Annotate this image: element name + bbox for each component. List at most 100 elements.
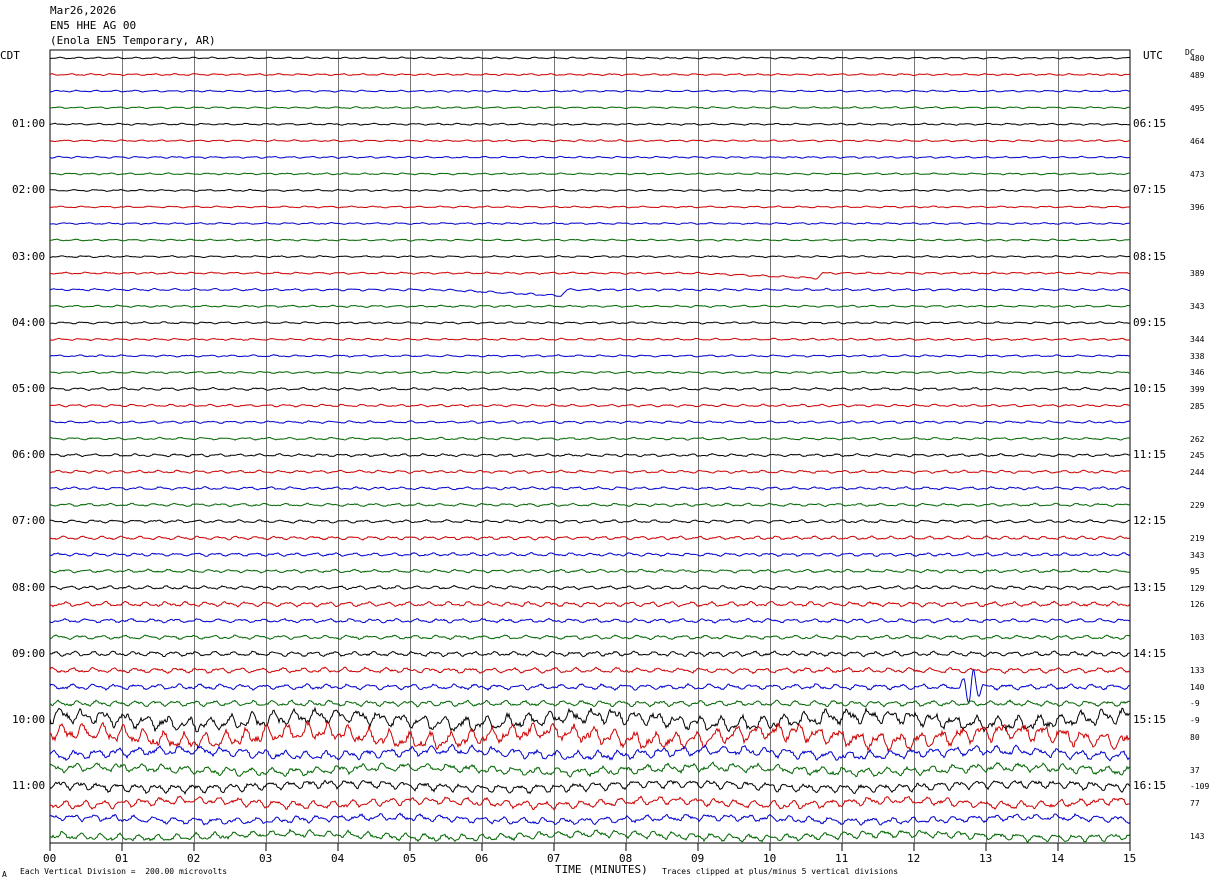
dc-offset-value: 244 bbox=[1190, 467, 1205, 477]
dc-offset-value: 480 bbox=[1190, 54, 1205, 63]
seismic-trace bbox=[49, 354, 1131, 358]
seismic-trace bbox=[49, 666, 1130, 675]
dc-offset-value: 473 bbox=[1190, 169, 1205, 179]
dc-offset-value: 396 bbox=[1190, 202, 1205, 212]
seismic-trace bbox=[49, 812, 1131, 826]
dc-offset-value: 95 bbox=[1190, 567, 1200, 577]
dc-offset-value: 77 bbox=[1190, 798, 1200, 808]
seismic-trace bbox=[49, 584, 1130, 591]
dc-offset-value: 338 bbox=[1190, 351, 1205, 361]
dc-offset-value: 80 bbox=[1190, 732, 1200, 742]
seismic-trace bbox=[49, 650, 1131, 658]
right-hour-label: 09:15 bbox=[1133, 315, 1167, 329]
seismic-trace bbox=[49, 337, 1131, 342]
dc-offset-value: 489 bbox=[1190, 70, 1205, 80]
left-hour-label: 04:00 bbox=[12, 315, 46, 329]
seismic-trace bbox=[49, 420, 1131, 425]
seismic-trace bbox=[49, 706, 1131, 733]
dc-offset-value: 343 bbox=[1190, 550, 1205, 560]
seismic-trace bbox=[49, 304, 1130, 308]
seismic-trace bbox=[49, 188, 1131, 193]
x-tick-label: 10 bbox=[763, 852, 777, 865]
seismic-trace bbox=[49, 699, 1131, 708]
seismic-trace bbox=[49, 779, 1131, 795]
x-tick-label: 01 bbox=[115, 852, 129, 865]
x-tick-label: 07 bbox=[547, 852, 561, 865]
seismic-trace bbox=[49, 56, 1131, 60]
seismic-trace bbox=[50, 321, 1131, 325]
x-tick-label: 02 bbox=[187, 852, 201, 865]
dc-offset-value: 37 bbox=[1190, 765, 1200, 775]
scale-note: Each Vertical Division = 200.00 microvol… bbox=[20, 867, 228, 876]
left-hour-label: 10:00 bbox=[12, 713, 46, 726]
dc-offset-value: 129 bbox=[1190, 583, 1205, 593]
right-hour-label: 16:15 bbox=[1133, 779, 1167, 793]
dc-offset-value: 126 bbox=[1190, 600, 1205, 610]
dc-offset-value: 389 bbox=[1190, 269, 1205, 279]
seismic-trace bbox=[49, 600, 1131, 608]
left-hour-label: 03:00 bbox=[12, 249, 46, 263]
seismic-trace bbox=[49, 155, 1130, 159]
seismic-trace bbox=[49, 669, 1130, 704]
plot-date: Mar26,2026 bbox=[50, 4, 117, 17]
dc-offset-value: 343 bbox=[1190, 302, 1205, 312]
x-tick-label: 13 bbox=[979, 852, 993, 865]
x-tick-label: 00 bbox=[43, 852, 57, 865]
dc-offset-value: -9 bbox=[1190, 699, 1200, 709]
right-hour-label: 14:15 bbox=[1133, 646, 1167, 660]
seismic-trace bbox=[49, 535, 1131, 541]
clip-note: Traces clipped at plus/minus 5 vertical … bbox=[662, 867, 899, 876]
x-tick-label: 03 bbox=[259, 852, 273, 865]
seismic-trace bbox=[49, 519, 1131, 524]
dc-offset-value: 143 bbox=[1190, 831, 1205, 841]
right-hour-label: 08:15 bbox=[1133, 249, 1167, 263]
seismic-trace bbox=[49, 568, 1131, 574]
x-tick-label: 08 bbox=[619, 852, 633, 865]
x-tick-label: 11 bbox=[835, 852, 849, 865]
dc-offset-value: 229 bbox=[1190, 500, 1205, 510]
seismic-trace bbox=[49, 469, 1131, 474]
x-tick-label: 15 bbox=[1123, 852, 1137, 865]
dc-offset-value: 399 bbox=[1190, 385, 1205, 394]
dc-offset-value: 464 bbox=[1190, 136, 1205, 146]
x-tick-label: 06 bbox=[475, 852, 489, 865]
x-axis-title: TIME (MINUTES) bbox=[555, 863, 648, 876]
seismic-trace bbox=[49, 139, 1131, 143]
seismic-trace bbox=[49, 828, 1131, 843]
dc-offset-value: 245 bbox=[1190, 451, 1205, 461]
seismic-trace bbox=[50, 386, 1130, 392]
seismic-trace bbox=[50, 89, 1130, 93]
seismic-trace bbox=[49, 453, 1131, 458]
station-location: (Enola EN5 Temporary, AR) bbox=[50, 34, 216, 47]
right-hour-label: 11:15 bbox=[1133, 448, 1167, 462]
x-tick-label: 14 bbox=[1051, 852, 1065, 865]
seismic-trace bbox=[49, 502, 1131, 508]
left-hour-label: 02:00 bbox=[12, 183, 46, 197]
seismic-trace bbox=[49, 436, 1131, 441]
seismic-trace bbox=[49, 370, 1131, 375]
left-hour-label: 06:00 bbox=[12, 448, 46, 462]
seismic-trace bbox=[49, 172, 1131, 176]
left-timezone-label: CDT bbox=[0, 49, 20, 62]
seismic-trace bbox=[49, 551, 1131, 558]
x-tick-label: 04 bbox=[331, 852, 345, 865]
seismic-trace bbox=[49, 205, 1130, 209]
left-hour-label: 09:00 bbox=[12, 646, 46, 660]
seismic-trace bbox=[49, 106, 1131, 110]
seismic-trace bbox=[49, 795, 1131, 811]
seismic-trace bbox=[49, 720, 1131, 752]
seismic-trace bbox=[49, 122, 1131, 126]
seismic-trace bbox=[49, 221, 1131, 226]
station-code: EN5 HHE AG 00 bbox=[50, 19, 137, 32]
dc-offset-value: 219 bbox=[1190, 533, 1205, 543]
seismic-trace bbox=[49, 485, 1131, 491]
dc-offset-value: 133 bbox=[1190, 666, 1205, 676]
dc-offset-value: 344 bbox=[1190, 335, 1205, 345]
corner-mark: A bbox=[2, 870, 7, 879]
right-hour-label: 12:15 bbox=[1133, 514, 1167, 528]
x-tick-label: 12 bbox=[907, 852, 921, 865]
seismic-trace bbox=[50, 72, 1131, 77]
dc-offset-value: 495 bbox=[1190, 103, 1205, 113]
seismic-trace bbox=[49, 254, 1131, 259]
